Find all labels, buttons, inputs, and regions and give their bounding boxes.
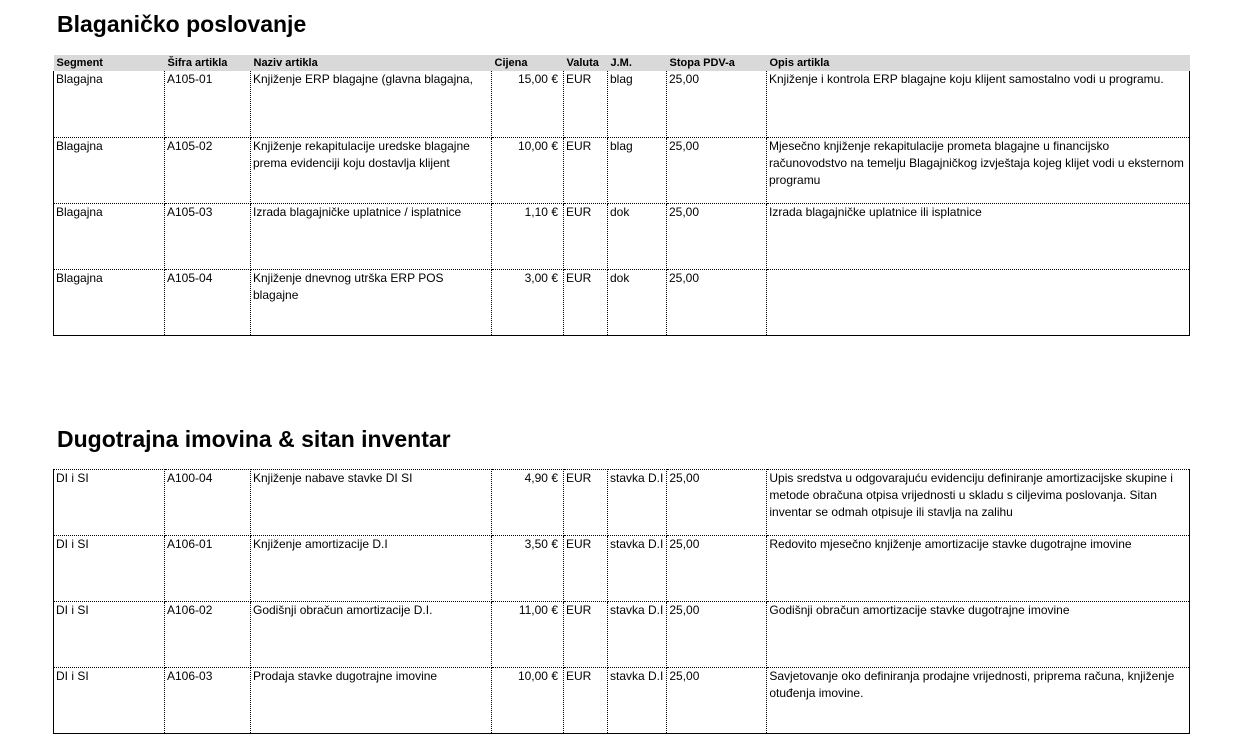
table-row: Blagajna A105-03 Izrada blagajničke upla… <box>53 203 1190 270</box>
header-row: Segment Šifra artikla Naziv artikla Cije… <box>53 55 1190 71</box>
cell-segment: Blagajna <box>53 269 165 336</box>
cell-sifra: A105-02 <box>164 137 251 204</box>
cell-pdv: 25,00 <box>666 269 767 336</box>
cell-sifra: A105-03 <box>164 203 251 270</box>
cell-naziv: Godišnji obračun amortizacije D.I. <box>250 601 492 668</box>
cell-jm: blag <box>607 137 667 204</box>
cell-naziv: Knjiženje rekapitulacije uredske blagajn… <box>250 137 492 204</box>
cell-naziv: Izrada blagajničke uplatnice / isplatnic… <box>250 203 492 270</box>
cell-naziv: Prodaja stavke dugotrajne imovine <box>250 667 492 734</box>
cell-jm: dok <box>607 203 667 270</box>
cell-jm: dok <box>607 269 667 336</box>
cell-pdv: 25,00 <box>666 71 767 138</box>
cell-opis: Upis sredstva u odgovarajuću evidenciju … <box>766 469 1191 536</box>
cell-pdv: 25,00 <box>666 137 767 204</box>
cell-sifra: A105-04 <box>164 269 251 336</box>
cell-naziv: Knjiženje ERP blagajne (glavna blagajna, <box>250 71 492 138</box>
cell-opis: Knjiženje i kontrola ERP blagajne koju k… <box>766 71 1190 138</box>
table-row: DI i SI A106-03 Prodaja stavke dugotrajn… <box>53 667 1191 734</box>
header-valuta: Valuta <box>563 55 608 71</box>
cell-jm: stavka D.I <box>607 535 668 602</box>
cell-pdv: 25,00 <box>666 601 768 668</box>
cell-sifra: A106-01 <box>164 535 251 602</box>
cell-segment: DI i SI <box>53 469 165 536</box>
cell-pdv: 25,00 <box>666 203 767 270</box>
header-naziv: Naziv artikla <box>250 55 492 71</box>
cell-valuta: EUR <box>563 203 608 270</box>
cell-sifra: A105-01 <box>164 71 251 138</box>
cell-opis: Redovito mjesečno knjiženje amortizacije… <box>766 535 1191 602</box>
header-sifra: Šifra artikla <box>164 55 251 71</box>
cell-valuta: EUR <box>563 601 608 668</box>
cell-sifra: A106-02 <box>164 601 251 668</box>
cell-cijena: 10,00 € <box>491 137 564 204</box>
cell-naziv: Knjiženje nabave stavke DI SI <box>250 469 492 536</box>
table-row: DI i SI A100-04 Knjiženje nabave stavke … <box>53 469 1191 536</box>
table-row: Blagajna A105-01 Knjiženje ERP blagajne … <box>53 71 1190 138</box>
cell-sifra: A100-04 <box>164 469 251 536</box>
cell-jm: stavka D.I <box>607 469 668 536</box>
header-jm: J.M. <box>607 55 667 71</box>
table-row: Blagajna A105-04 Knjiženje dnevnog utršk… <box>53 269 1190 336</box>
header-cijena: Cijena <box>491 55 564 71</box>
header-pdv: Stopa PDV-a <box>666 55 767 71</box>
cell-segment: DI i SI <box>53 667 165 734</box>
cell-segment: Blagajna <box>53 71 165 138</box>
cell-opis: Izrada blagajničke uplatnice ili isplatn… <box>766 203 1190 270</box>
cell-cijena: 1,10 € <box>491 203 564 270</box>
cell-opis: Savjetovanje oko definiranja prodajne vr… <box>766 667 1191 734</box>
price-table-di-si: DI i SI A100-04 Knjiženje nabave stavke … <box>53 469 1191 734</box>
cell-jm: stavka D.I <box>607 601 668 668</box>
price-table-blagajna: Segment Šifra artikla Naziv artikla Cije… <box>53 55 1190 336</box>
cell-cijena: 15,00 € <box>491 71 564 138</box>
cell-valuta: EUR <box>563 469 608 536</box>
cell-opis: Godišnji obračun amortizacije stavke dug… <box>766 601 1191 668</box>
cell-cijena: 11,00 € <box>491 601 564 668</box>
cell-valuta: EUR <box>563 137 608 204</box>
cell-cijena: 3,00 € <box>491 269 564 336</box>
cell-pdv: 25,00 <box>666 535 768 602</box>
cell-valuta: EUR <box>563 535 608 602</box>
cell-cijena: 4,90 € <box>491 469 564 536</box>
cell-opis: Mjesečno knjiženje rekapitulacije promet… <box>766 137 1190 204</box>
table-row: DI i SI A106-02 Godišnji obračun amortiz… <box>53 601 1191 668</box>
table-row: DI i SI A106-01 Knjiženje amortizacije D… <box>53 535 1191 602</box>
cell-jm: blag <box>607 71 667 138</box>
section-title-dugotrajna-imovina: Dugotrajna imovina & sitan inventar <box>57 426 451 452</box>
cell-pdv: 25,00 <box>666 667 768 734</box>
cell-valuta: EUR <box>563 71 608 138</box>
cell-jm: stavka D.I <box>607 667 668 734</box>
header-opis: Opis artikla <box>766 55 1190 71</box>
cell-segment: Blagajna <box>53 137 165 204</box>
cell-sifra: A106-03 <box>164 667 251 734</box>
table-row: Blagajna A105-02 Knjiženje rekapitulacij… <box>53 137 1190 204</box>
cell-cijena: 10,00 € <box>491 667 564 734</box>
cell-segment: Blagajna <box>53 203 165 270</box>
cell-naziv: Knjiženje dnevnog utrška ERP POS blagajn… <box>250 269 492 336</box>
cell-opis <box>766 269 1190 336</box>
cell-segment: DI i SI <box>53 601 165 668</box>
cell-valuta: EUR <box>563 269 608 336</box>
cell-segment: DI i SI <box>53 535 165 602</box>
header-segment: Segment <box>53 55 165 71</box>
cell-cijena: 3,50 € <box>491 535 564 602</box>
cell-valuta: EUR <box>563 667 608 734</box>
cell-pdv: 25,00 <box>666 469 768 536</box>
cell-naziv: Knjiženje amortizacije D.I <box>250 535 492 602</box>
section-title-blagajnicko: Blaganičko poslovanje <box>57 11 307 37</box>
